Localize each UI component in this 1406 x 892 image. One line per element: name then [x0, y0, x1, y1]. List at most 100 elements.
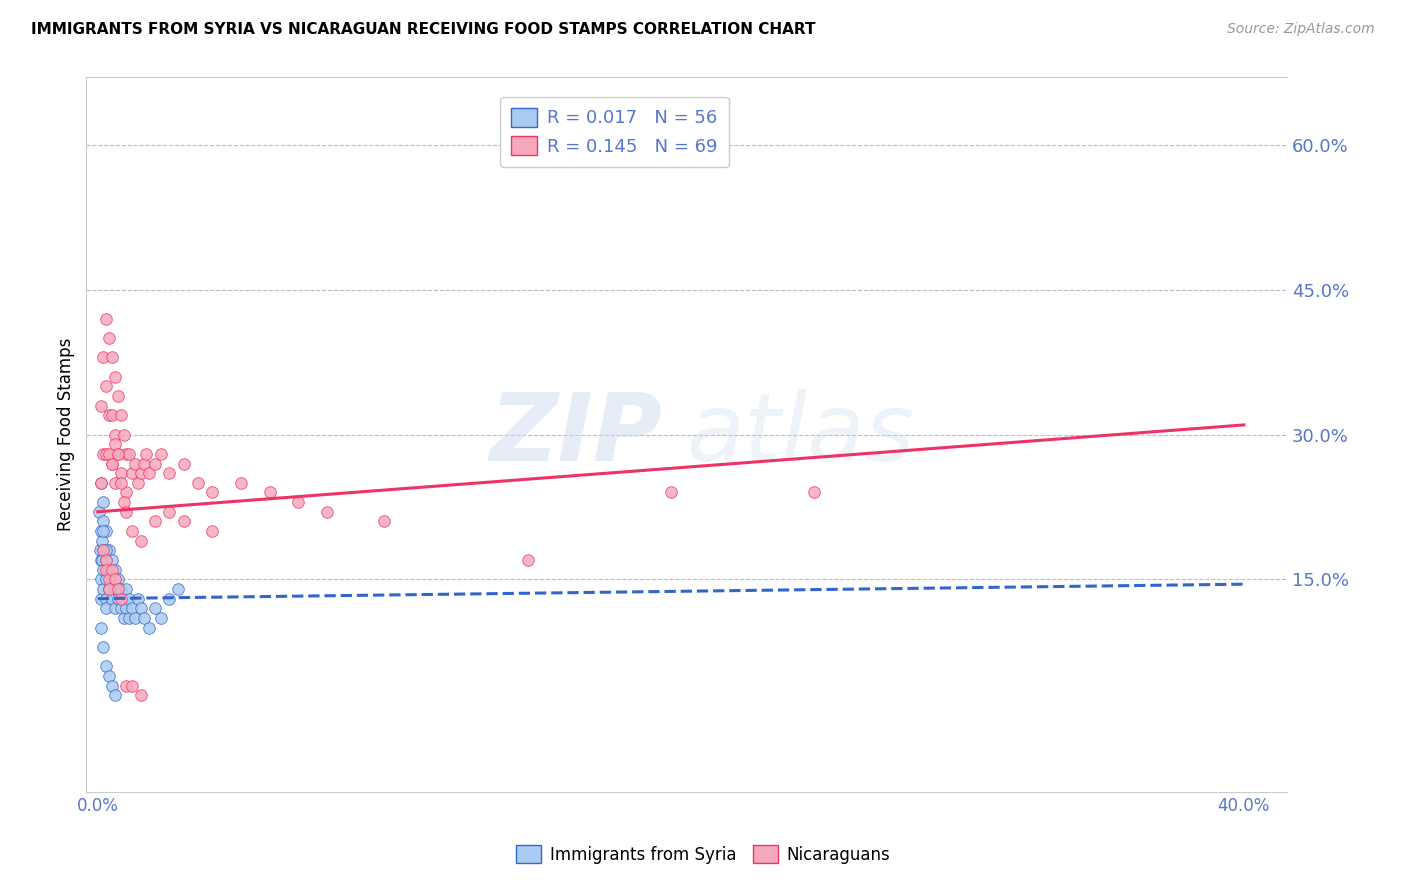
Point: [90, 399, 112, 413]
Point: [659, 485, 682, 500]
Point: [107, 389, 129, 403]
Text: Source: ZipAtlas.com: Source: ZipAtlas.com: [1227, 22, 1375, 37]
Point: [115, 601, 138, 615]
Point: [127, 475, 149, 490]
Y-axis label: Receiving Food Stamps: Receiving Food Stamps: [58, 338, 75, 532]
Legend: Immigrants from Syria, Nicaraguans: Immigrants from Syria, Nicaraguans: [509, 838, 897, 871]
Point: [101, 572, 124, 586]
Point: [173, 515, 195, 529]
Point: [121, 524, 143, 538]
Point: [104, 475, 127, 490]
Point: [803, 485, 825, 500]
Point: [98, 543, 121, 558]
Point: [259, 485, 281, 500]
Point: [96, 553, 118, 567]
Point: [110, 409, 132, 423]
Point: [112, 427, 135, 442]
Point: [101, 351, 124, 365]
Point: [98, 582, 121, 596]
Point: [93, 524, 115, 538]
Point: [115, 582, 138, 596]
Point: [110, 582, 132, 596]
Point: [96, 572, 118, 586]
Point: [96, 601, 118, 615]
Point: [173, 457, 195, 471]
Point: [96, 659, 118, 673]
Point: [107, 447, 129, 461]
Point: [118, 591, 141, 606]
Point: [124, 457, 146, 471]
Point: [104, 369, 127, 384]
Point: [91, 533, 114, 548]
Point: [98, 331, 121, 345]
Point: [167, 582, 190, 596]
Point: [107, 591, 129, 606]
Point: [101, 409, 124, 423]
Point: [112, 591, 135, 606]
Point: [96, 591, 118, 606]
Point: [98, 582, 121, 596]
Point: [101, 553, 124, 567]
Point: [93, 543, 115, 558]
Point: [104, 437, 127, 451]
Point: [112, 495, 135, 509]
Point: [143, 601, 166, 615]
Point: [127, 591, 149, 606]
Point: [129, 601, 152, 615]
Point: [135, 447, 157, 461]
Point: [121, 466, 143, 480]
Point: [107, 572, 129, 586]
Point: [104, 582, 127, 596]
Point: [138, 621, 160, 635]
Point: [101, 457, 124, 471]
Point: [98, 572, 121, 586]
Point: [124, 611, 146, 625]
Point: [143, 457, 166, 471]
Point: [104, 427, 127, 442]
Point: [96, 447, 118, 461]
Point: [90, 572, 112, 586]
Point: [93, 563, 115, 577]
Point: [93, 515, 115, 529]
Legend: R = 0.017   N = 56, R = 0.145   N = 69: R = 0.017 N = 56, R = 0.145 N = 69: [501, 97, 728, 167]
Point: [138, 466, 160, 480]
Point: [93, 640, 115, 654]
Text: IMMIGRANTS FROM SYRIA VS NICARAGUAN RECEIVING FOOD STAMPS CORRELATION CHART: IMMIGRANTS FROM SYRIA VS NICARAGUAN RECE…: [31, 22, 815, 37]
Point: [516, 553, 538, 567]
Point: [93, 447, 115, 461]
Point: [90, 621, 112, 635]
Point: [96, 311, 118, 326]
Point: [157, 466, 180, 480]
Point: [129, 466, 152, 480]
Point: [90, 475, 112, 490]
Point: [104, 688, 127, 702]
Point: [90, 524, 112, 538]
Point: [98, 563, 121, 577]
Point: [96, 543, 118, 558]
Point: [90, 475, 112, 490]
Point: [107, 447, 129, 461]
Point: [112, 611, 135, 625]
Point: [132, 457, 155, 471]
Point: [316, 505, 339, 519]
Point: [201, 524, 224, 538]
Point: [121, 601, 143, 615]
Point: [91, 553, 114, 567]
Point: [104, 601, 127, 615]
Point: [132, 611, 155, 625]
Point: [110, 591, 132, 606]
Point: [129, 688, 152, 702]
Text: atlas: atlas: [686, 389, 915, 480]
Point: [229, 475, 252, 490]
Point: [93, 495, 115, 509]
Point: [98, 447, 121, 461]
Point: [89, 543, 111, 558]
Point: [373, 515, 395, 529]
Point: [101, 563, 124, 577]
Point: [101, 457, 124, 471]
Point: [157, 505, 180, 519]
Point: [96, 524, 118, 538]
Point: [104, 563, 127, 577]
Point: [187, 475, 209, 490]
Point: [101, 591, 124, 606]
